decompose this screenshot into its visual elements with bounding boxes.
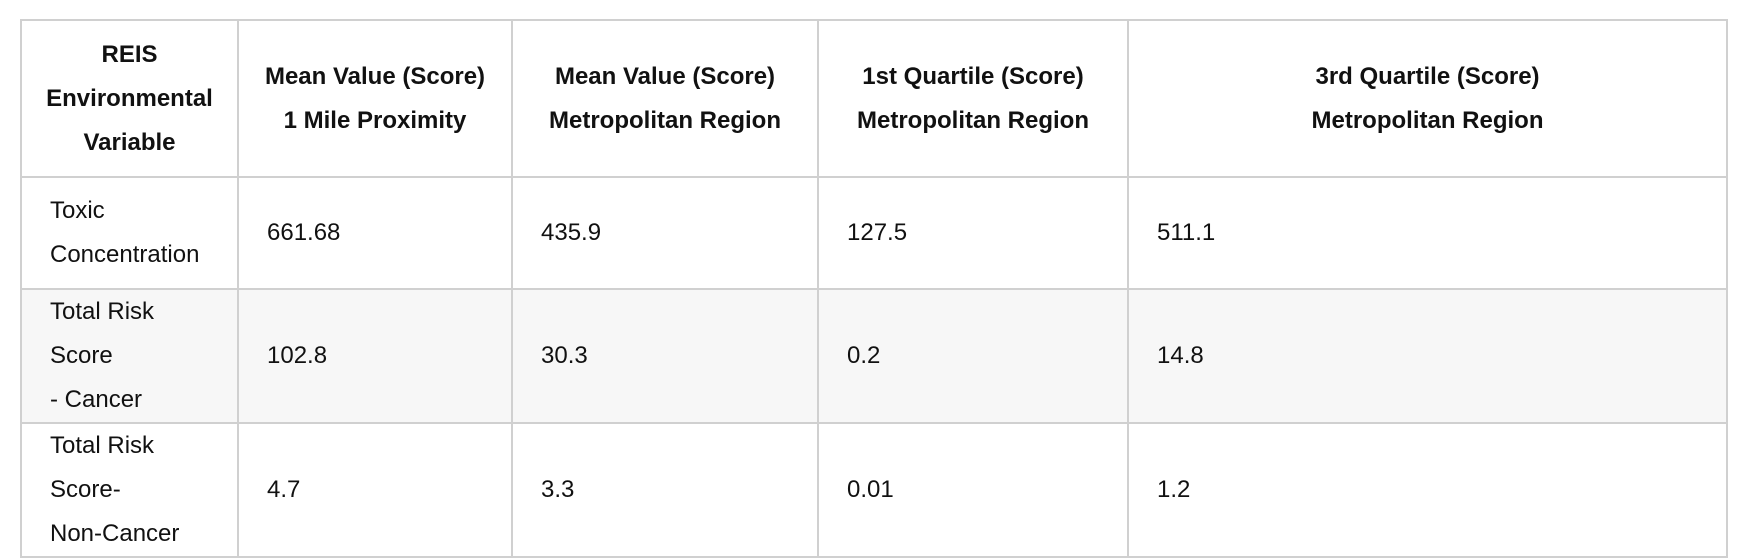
variable-line: Total Risk Score- bbox=[50, 432, 155, 503]
column-header: 3rd Quartile (Score) Metropolitan Region bbox=[1127, 19, 1728, 178]
variable-cell: Toxic Concentration bbox=[20, 176, 239, 290]
value-cell: 4.7 bbox=[237, 422, 513, 558]
column-header-line: Metropolitan Region bbox=[1311, 106, 1544, 134]
table-row: Total Risk Score- Non-Cancer 4.7 3.3 0.01 1.2 bbox=[20, 422, 1728, 558]
variable-line: - Cancer bbox=[50, 386, 143, 413]
column-header-line: Mean Value (Score) bbox=[264, 62, 486, 90]
value-cell: 3.3 bbox=[511, 422, 819, 558]
table-row: Total Risk Score - Cancer 102.8 30.3 0.2 14.8 bbox=[20, 288, 1728, 424]
variable-line: Total Risk Score bbox=[50, 298, 155, 369]
variable-cell: Total Risk Score- Non-Cancer bbox=[20, 422, 239, 558]
header-row: REIS Environmental Variable Mean Value (Sco… bbox=[20, 19, 1728, 178]
value-cell: 0.01 bbox=[817, 422, 1129, 558]
value-cell: 661.68 bbox=[237, 176, 513, 290]
column-header: Mean Value (Score) Metropolitan Region bbox=[511, 19, 819, 178]
column-header-line: Metropolitan Region bbox=[857, 106, 1089, 134]
value-cell: 0.2 bbox=[817, 288, 1129, 424]
column-header-line: 1 Mile Proximity bbox=[283, 106, 467, 134]
value-cell: 1.2 bbox=[1127, 422, 1728, 558]
column-header-line: Metropolitan Region bbox=[549, 106, 781, 134]
variable-cell: Total Risk Score - Cancer bbox=[20, 288, 239, 424]
column-header-line: Mean Value (Score) bbox=[554, 62, 776, 90]
table-row: Toxic Concentration 661.68 435.9 127.5 511.1 bbox=[20, 176, 1728, 290]
column-header-line: Environmental bbox=[46, 84, 213, 112]
reis-environmental-table: REIS Environmental Variable Mean Value (Sco… bbox=[20, 19, 1728, 558]
column-header: REIS Environmental Variable bbox=[20, 19, 239, 178]
value-cell: 511.1 bbox=[1127, 176, 1728, 290]
value-cell: 127.5 bbox=[817, 176, 1129, 290]
value-cell: 435.9 bbox=[511, 176, 819, 290]
column-header: Mean Value (Score) 1 Mile Proximity bbox=[237, 19, 513, 178]
column-header-line: 1st Quartile (Score) bbox=[862, 62, 1084, 90]
variable-line: Concentration bbox=[50, 241, 200, 268]
variable-line: Non-Cancer bbox=[50, 520, 180, 547]
column-header-line: 3rd Quartile (Score) bbox=[1315, 62, 1540, 90]
value-cell: 30.3 bbox=[511, 288, 819, 424]
column-header-line: Variable bbox=[83, 128, 176, 156]
column-header-line: REIS bbox=[101, 40, 158, 68]
value-cell: 102.8 bbox=[237, 288, 513, 424]
value-cell: 14.8 bbox=[1127, 288, 1728, 424]
column-header: 1st Quartile (Score) Metropolitan Region bbox=[817, 19, 1129, 178]
variable-line: Toxic bbox=[50, 197, 105, 224]
